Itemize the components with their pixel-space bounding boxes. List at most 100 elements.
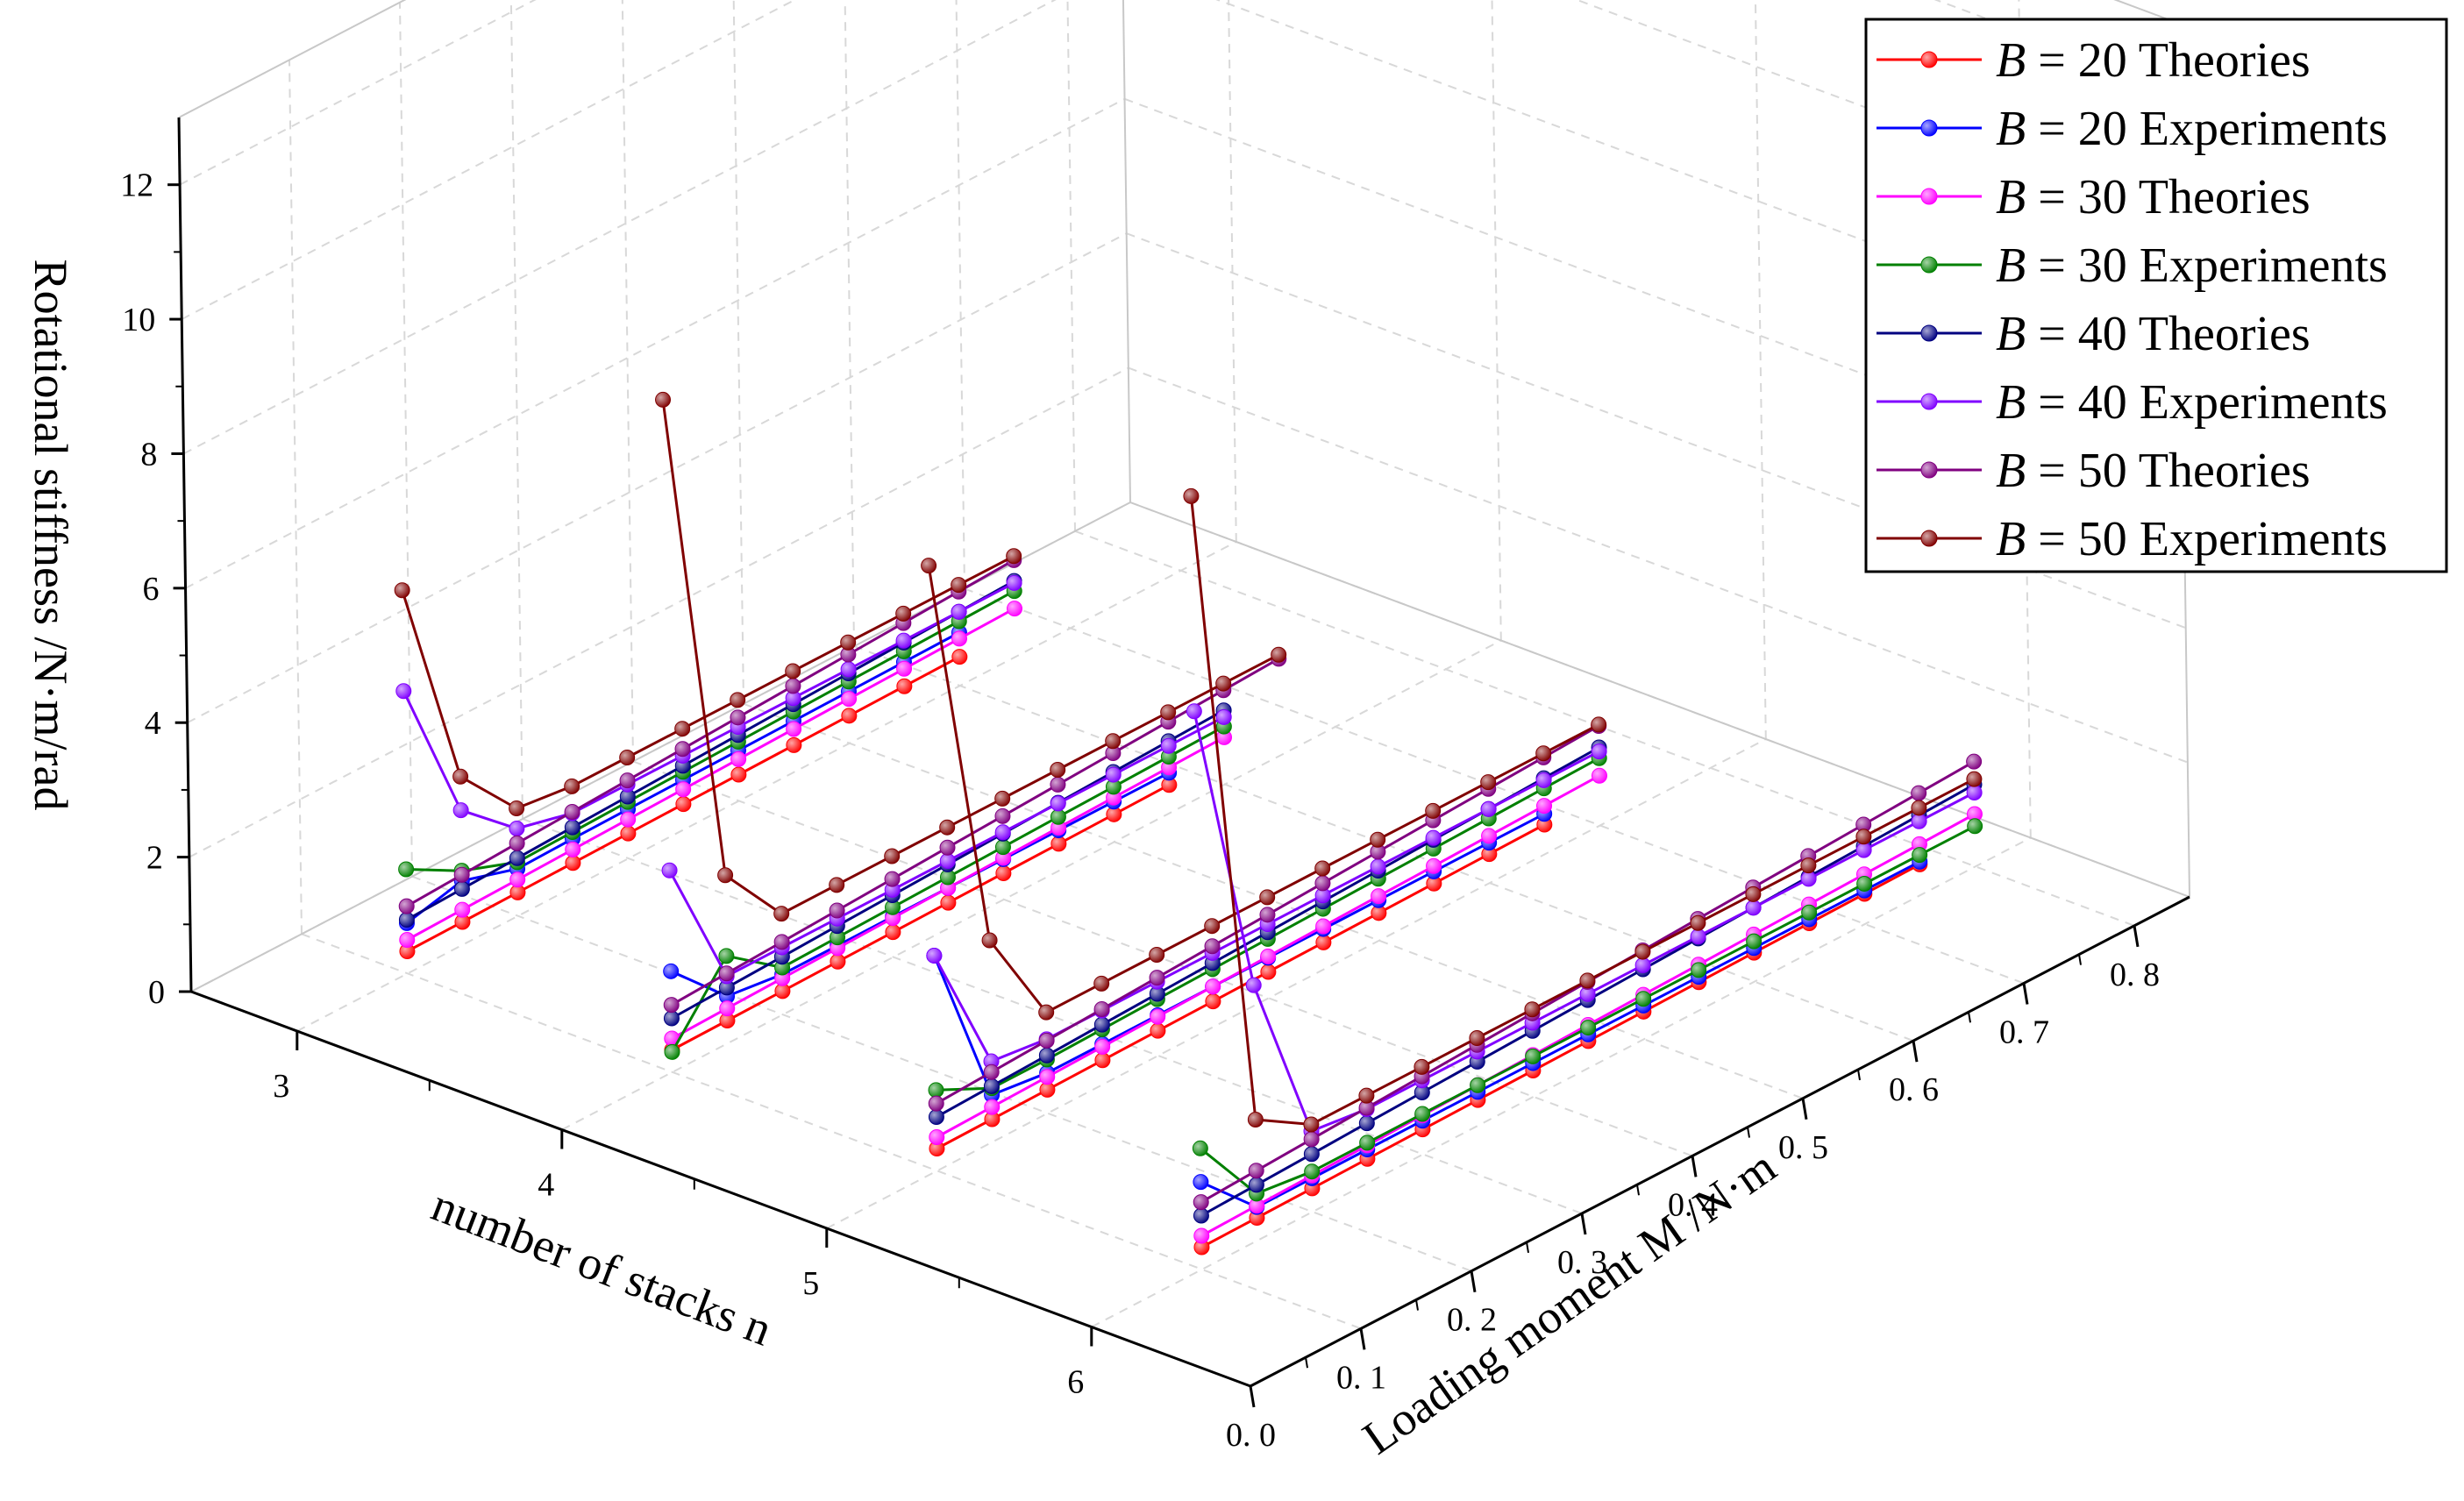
data-point <box>1160 704 1177 721</box>
data-point <box>1149 947 1165 964</box>
data-point <box>1093 1000 1110 1017</box>
data-point <box>785 678 801 694</box>
legend-text: = 20 Experiments <box>2026 102 2388 156</box>
legend-item: B = 50 Theories <box>1876 444 2311 498</box>
data-point <box>1524 1001 1541 1018</box>
data-point <box>398 911 415 928</box>
data-point <box>1093 975 1110 992</box>
data-point <box>1966 753 1983 770</box>
x-tick-label: 3 <box>273 1068 289 1105</box>
legend-text: = 40 Experiments <box>2026 375 2388 430</box>
legend-variable: B <box>1996 33 2026 88</box>
data-point <box>1303 1131 1320 1148</box>
data-point <box>1150 1008 1166 1025</box>
legend-item: B = 40 Experiments <box>1876 375 2388 430</box>
data-point <box>1050 808 1066 825</box>
legend-swatch-marker <box>1920 530 1938 547</box>
data-point <box>1745 886 1762 902</box>
data-point <box>509 835 525 851</box>
y-tick <box>1470 1270 1477 1292</box>
data-point <box>619 750 636 766</box>
data-point <box>1006 548 1022 565</box>
grid-line <box>621 0 634 762</box>
data-point <box>884 848 901 864</box>
data-point <box>1426 857 1442 874</box>
data-point <box>1691 962 1707 978</box>
data-point <box>981 932 998 949</box>
data-point <box>675 781 692 798</box>
data-point <box>951 577 967 594</box>
legend-label: B = 40 Experiments <box>1996 375 2388 430</box>
data-point <box>1007 601 1023 617</box>
data-point <box>619 772 636 789</box>
grid-line <box>1754 0 1767 740</box>
data-point <box>928 1095 944 1112</box>
data-point <box>951 603 967 620</box>
legend-text: = 30 Theories <box>2026 170 2311 224</box>
data-point <box>1315 934 1332 950</box>
data-point <box>926 947 943 964</box>
data-point <box>786 721 802 737</box>
data-point <box>1535 772 1552 788</box>
data-point <box>1303 1116 1320 1133</box>
y-tick-label: 0. 8 <box>2110 957 2160 993</box>
data-point <box>1469 1030 1485 1047</box>
data-point <box>1303 1146 1320 1163</box>
y-minor-tick <box>1747 1127 1750 1138</box>
axes-layer: 0 2 4 6 8 10 12 3 4 5 6 0. 0 0. 1 0. 2 0. 3 0. 4 0. 5 0. … <box>120 117 2190 1454</box>
y-tick <box>1580 1213 1587 1235</box>
data-point <box>1358 1087 1375 1104</box>
data-point <box>1314 860 1331 877</box>
data-point <box>717 867 734 884</box>
grid-line <box>844 0 855 647</box>
data-point <box>994 790 1011 807</box>
legend-item: B = 30 Theories <box>1876 170 2311 224</box>
data-point <box>1912 847 1928 864</box>
legend-variable: B <box>1996 444 2026 498</box>
data-point <box>773 906 790 922</box>
data-point <box>1745 900 1762 916</box>
data-point <box>718 948 735 964</box>
grid-line <box>732 0 744 704</box>
data-point <box>1094 1038 1111 1055</box>
data-point <box>730 766 747 783</box>
y-tick-label: 0. 7 <box>1999 1014 2049 1050</box>
series-line <box>405 558 1015 908</box>
data-point <box>1579 972 1596 989</box>
legend-variable: B <box>1996 375 2026 430</box>
data-point <box>719 1000 736 1017</box>
data-point <box>1271 646 1287 663</box>
data-point <box>1038 1032 1055 1049</box>
data-point <box>1204 918 1221 935</box>
z-tick-label: 0 <box>148 974 165 1011</box>
grid-line <box>187 232 1128 724</box>
data-point <box>620 825 637 842</box>
data-point <box>1370 831 1386 848</box>
frame-edge <box>190 502 1131 992</box>
grid-line <box>179 0 537 186</box>
data-point <box>675 796 692 813</box>
y-tick <box>2133 925 2140 948</box>
data-point <box>1911 785 1927 801</box>
y-tick-label: 0. 2 <box>1447 1302 1497 1339</box>
y-tick <box>2022 983 2029 1005</box>
y-tick-label: 0. 0 <box>1226 1417 1276 1454</box>
data-point <box>1358 1115 1375 1132</box>
series-line <box>401 554 1015 810</box>
data-point <box>1149 970 1165 986</box>
data-point <box>1525 1048 1542 1064</box>
data-point <box>983 1064 1000 1080</box>
data-point <box>1050 762 1066 779</box>
legend-label: B = 50 Experiments <box>1996 512 2388 566</box>
data-point <box>841 708 858 724</box>
data-point <box>674 741 691 758</box>
data-point <box>661 862 678 879</box>
data-point <box>1690 914 1706 931</box>
data-point <box>786 736 802 753</box>
data-point <box>1856 875 1873 892</box>
data-point <box>829 902 845 919</box>
legend-text: = 20 Theories <box>2026 33 2311 88</box>
grid-line <box>399 2 413 877</box>
